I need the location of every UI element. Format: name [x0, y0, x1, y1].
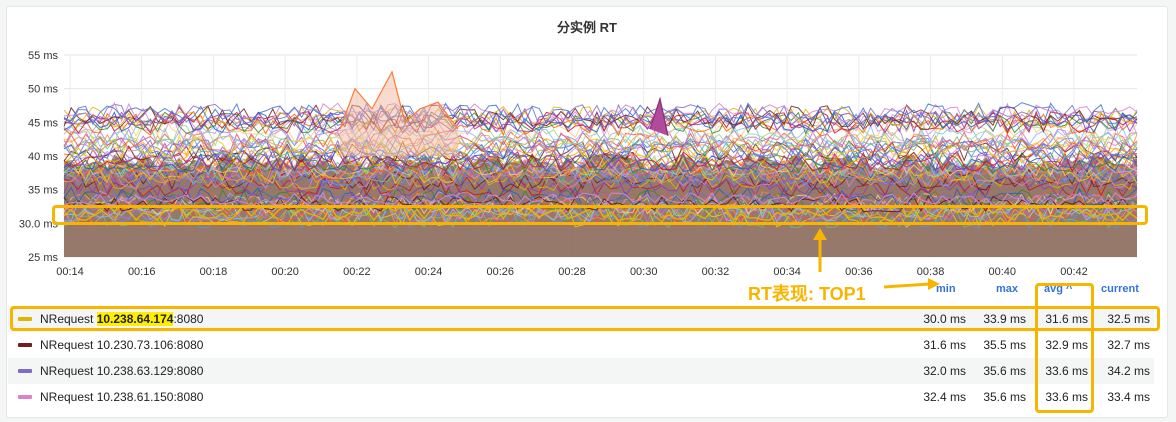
series-line	[63, 151, 1138, 175]
series-avg: 31.6 ms	[1045, 312, 1088, 326]
series-line	[63, 174, 1138, 198]
series-color-swatch[interactable]	[18, 317, 32, 321]
legend-row[interactable]: NRequest 10.230.73.106:8080 31.6 ms 35.5…	[8, 332, 1154, 358]
series-name: NRequest 10.238.63.129:8080	[40, 364, 204, 378]
x-tick-label: 00:26	[487, 266, 515, 278]
series-line	[63, 102, 1138, 126]
highlighted-ip: 10.238.64.174	[96, 312, 174, 326]
series-line	[63, 136, 1138, 161]
panel-title[interactable]: 分实例 RT	[557, 20, 617, 35]
x-tick-label: 00:20	[271, 266, 299, 278]
series-color-swatch[interactable]	[18, 395, 32, 399]
series-line	[63, 130, 1138, 154]
x-tick-label: 00:40	[989, 266, 1017, 278]
spike-line	[649, 96, 669, 136]
annotation-band-box	[52, 205, 1148, 225]
y-tick-label: 45 ms	[28, 117, 58, 129]
series-line	[63, 137, 1138, 162]
x-tick-label: 00:28	[558, 266, 586, 278]
series-current: 32.7 ms	[1107, 338, 1150, 352]
legend-header-current[interactable]: current	[1101, 283, 1139, 295]
series-line	[63, 163, 1138, 188]
series-line	[63, 154, 1138, 178]
x-tick-label: 00:16	[128, 266, 156, 278]
series-line	[63, 202, 1138, 227]
series-name: NRequest 10.238.64.174:8080	[40, 312, 204, 326]
y-tick-label: 30.0 ms	[19, 218, 59, 230]
series-avg: 33.6 ms	[1045, 390, 1088, 404]
series-line[interactable]	[63, 192, 1138, 207]
spike-area	[340, 71, 458, 156]
series-line	[63, 166, 1138, 190]
annotation-avg-column-box	[1035, 283, 1094, 413]
series-line	[63, 194, 1138, 219]
series-min: 32.4 ms	[923, 390, 966, 404]
series-line	[63, 110, 1138, 134]
legend-row[interactable]: NRequest 10.238.61.150:8080 32.4 ms 35.6…	[8, 384, 1154, 410]
legend-row[interactable]: NRequest 10.238.63.129:8080 32.0 ms 35.6…	[8, 358, 1154, 384]
x-tick-label: 00:22	[343, 266, 371, 278]
series-line	[63, 113, 1138, 137]
series-line	[63, 104, 1138, 128]
series-line	[63, 127, 1138, 151]
x-tick-label: 00:42	[1060, 266, 1088, 278]
series-name: NRequest 10.238.61.150:8080	[40, 390, 204, 404]
series-line	[63, 101, 1138, 125]
y-tick-label: 50 ms	[28, 84, 58, 96]
series-color-swatch[interactable]	[18, 369, 32, 373]
spike-line	[339, 70, 459, 130]
series-line	[63, 149, 1138, 174]
annotation-row-box	[10, 306, 1160, 331]
y-tick-label: 40 ms	[28, 151, 58, 163]
x-tick-label: 00:36	[845, 266, 873, 278]
series-current: 32.5 ms	[1107, 312, 1150, 326]
series-min: 31.6 ms	[923, 338, 966, 352]
x-tick-label: 00:14	[56, 266, 84, 278]
series-avg: 32.9 ms	[1045, 338, 1088, 352]
series-max: 35.6 ms	[983, 364, 1026, 378]
x-tick-label: 00:18	[200, 266, 228, 278]
series-current: 33.4 ms	[1107, 390, 1150, 404]
legend-row[interactable]: NRequest 10.238.64.174:8080 30.0 ms 33.9…	[8, 306, 1154, 332]
series-avg: 33.6 ms	[1045, 364, 1088, 378]
x-tick-label: 00:24	[415, 266, 443, 278]
series-name: NRequest 10.230.73.106:8080	[40, 338, 204, 352]
x-tick-label: 00:34	[773, 266, 801, 278]
y-tick-label: 35 ms	[28, 185, 58, 197]
x-tick-label: 00:32	[702, 266, 730, 278]
x-tick-label: 00:38	[917, 266, 945, 278]
series-color-swatch[interactable]	[18, 343, 32, 347]
series-line	[63, 134, 1138, 159]
legend-header-max[interactable]: max	[996, 283, 1019, 295]
series-max: 33.9 ms	[983, 312, 1026, 326]
x-tick-label: 00:30	[630, 266, 658, 278]
series-max: 35.6 ms	[983, 390, 1026, 404]
legend-header-avg[interactable]: avg ^	[1044, 283, 1073, 295]
series-current: 34.2 ms	[1107, 364, 1150, 378]
y-tick-label: 25 ms	[28, 252, 58, 264]
series-min: 32.0 ms	[923, 364, 966, 378]
y-tick-label: 55 ms	[28, 50, 58, 62]
series-line[interactable]	[63, 191, 1138, 208]
annotation-label: RT表现: TOP1	[748, 284, 866, 304]
series-line	[63, 161, 1138, 185]
series-max: 35.5 ms	[983, 338, 1026, 352]
legend-header-min[interactable]: min	[936, 283, 956, 295]
series-min: 30.0 ms	[923, 312, 966, 326]
